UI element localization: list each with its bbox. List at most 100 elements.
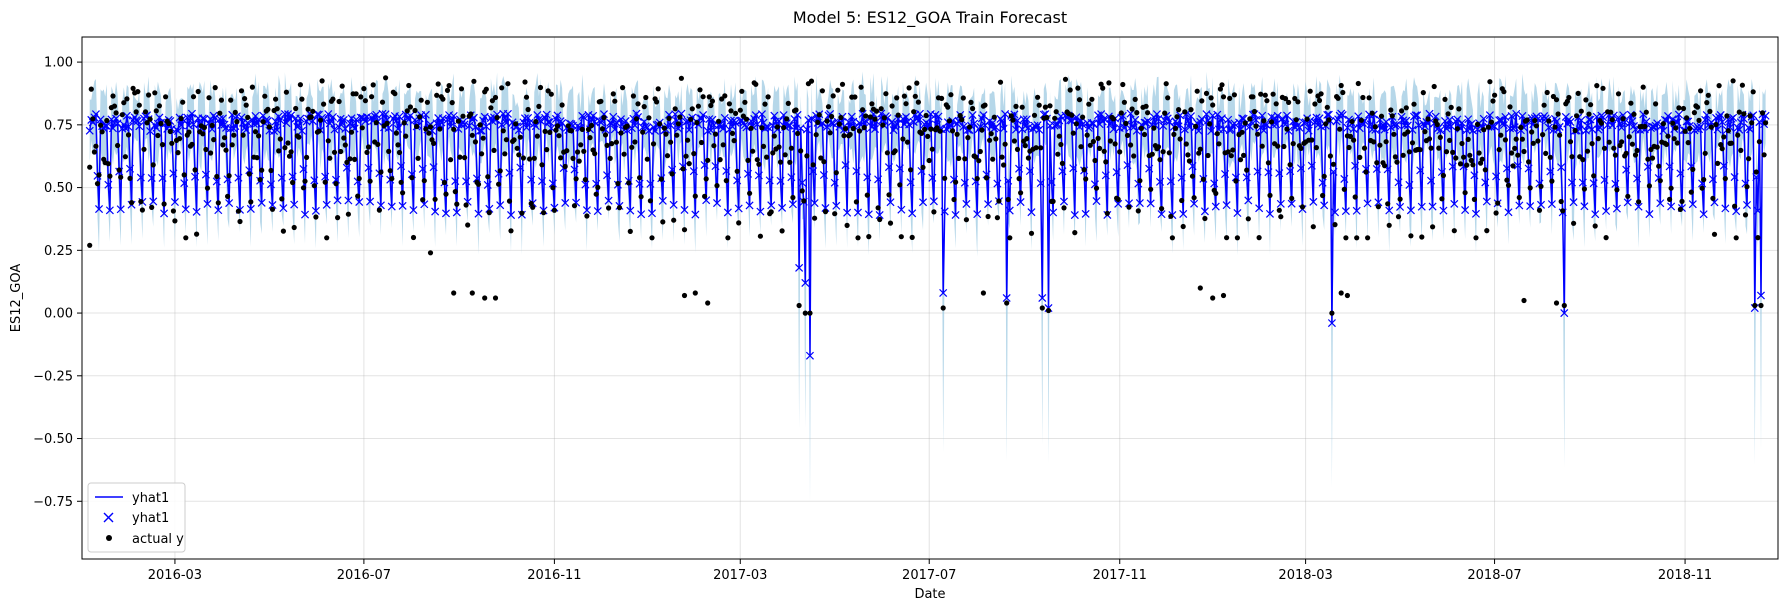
actual-y-point bbox=[522, 79, 528, 85]
yhat1-marker bbox=[658, 196, 667, 205]
actual-y-point bbox=[1671, 136, 1677, 142]
yhat1-marker bbox=[1482, 197, 1491, 206]
y-tick-label: 0.50 bbox=[44, 181, 73, 196]
actual-y-point bbox=[979, 127, 985, 133]
actual-y-point bbox=[1761, 152, 1767, 158]
yhat1-marker bbox=[751, 111, 760, 120]
actual-y-point bbox=[1013, 103, 1019, 109]
actual-y-point bbox=[1753, 169, 1759, 175]
actual-y-point bbox=[290, 179, 296, 186]
actual-y-point bbox=[1298, 145, 1304, 151]
actual-y-point bbox=[593, 191, 599, 197]
actual-y-point bbox=[1185, 152, 1191, 158]
actual-y-point bbox=[731, 138, 737, 144]
yhat1-marker bbox=[1633, 174, 1642, 183]
actual-y-point bbox=[189, 141, 195, 147]
actual-y-point bbox=[1307, 88, 1313, 94]
yhat1-marker bbox=[1642, 117, 1651, 126]
yhat1-marker bbox=[959, 122, 968, 131]
actual-y-point bbox=[1547, 154, 1553, 160]
actual-y-point bbox=[616, 205, 623, 211]
yhat1-marker bbox=[1467, 120, 1476, 129]
actual-y-point bbox=[1358, 117, 1364, 123]
actual-y-point bbox=[215, 200, 221, 206]
actual-y-point bbox=[1519, 136, 1525, 142]
actual-y-point bbox=[1488, 119, 1495, 125]
yhat1-marker bbox=[1005, 206, 1014, 215]
actual-y-point bbox=[869, 101, 875, 107]
actual-y-point bbox=[949, 128, 956, 134]
actual-y-point bbox=[506, 198, 513, 204]
yhat1-marker bbox=[951, 210, 960, 219]
actual-y-point bbox=[96, 172, 102, 178]
actual-y-point bbox=[169, 140, 175, 146]
actual-y-point bbox=[822, 209, 829, 215]
actual-y-point bbox=[832, 211, 838, 217]
yhat1-marker bbox=[795, 263, 804, 272]
actual-y-point bbox=[776, 144, 782, 150]
yhat1-marker bbox=[1273, 111, 1282, 120]
actual-y-point bbox=[1163, 81, 1169, 87]
yhat1-marker bbox=[1145, 164, 1154, 173]
actual-y-point bbox=[700, 94, 706, 100]
actual-y-point bbox=[734, 168, 740, 174]
actual-y-point bbox=[1553, 97, 1560, 103]
yhat1-marker bbox=[483, 180, 492, 189]
yhat1-marker bbox=[706, 126, 715, 135]
yhat1-marker bbox=[476, 126, 485, 135]
actual-y-point bbox=[218, 97, 224, 103]
actual-y-point bbox=[396, 149, 403, 156]
yhat1-marker bbox=[279, 204, 288, 213]
actual-y-point bbox=[1329, 310, 1335, 316]
yhat1-marker bbox=[810, 199, 819, 208]
actual-y-point bbox=[922, 126, 928, 132]
actual-y-point bbox=[1207, 121, 1213, 127]
yhat1-marker bbox=[276, 116, 285, 125]
actual-y-point bbox=[615, 180, 621, 187]
actual-y-point bbox=[1117, 149, 1123, 155]
actual-y-point bbox=[1733, 235, 1739, 241]
actual-y-point bbox=[1028, 230, 1035, 236]
actual-y-point bbox=[257, 177, 263, 183]
actual-y-point bbox=[1352, 194, 1358, 200]
yhat1-marker bbox=[734, 204, 743, 213]
actual-y-point bbox=[683, 153, 689, 159]
yhat1-marker bbox=[177, 121, 186, 130]
yhat1-marker bbox=[699, 111, 708, 120]
actual-y-point bbox=[760, 143, 767, 149]
actual-y-point bbox=[444, 87, 451, 93]
actual-y-point bbox=[664, 153, 671, 159]
actual-y-point bbox=[317, 117, 324, 123]
actual-y-point bbox=[1628, 100, 1634, 106]
yhat1-marker bbox=[1617, 123, 1626, 132]
actual-y-point bbox=[1642, 123, 1648, 130]
actual-y-point bbox=[1080, 114, 1086, 120]
actual-y-point bbox=[1188, 107, 1194, 113]
actual-y-point bbox=[152, 90, 158, 96]
actual-y-point bbox=[1575, 90, 1581, 96]
actual-y-point bbox=[1058, 141, 1064, 148]
actual-y-point bbox=[1061, 205, 1067, 211]
actual-y-point bbox=[725, 235, 731, 241]
yhat1-marker bbox=[1231, 173, 1240, 182]
actual-y-point bbox=[1428, 145, 1434, 151]
actual-y-point bbox=[1473, 235, 1479, 241]
y-axis-label: ES12_GOA bbox=[9, 264, 24, 333]
actual-y-point bbox=[918, 130, 925, 136]
yhat1-marker bbox=[1287, 199, 1296, 208]
yhat1-marker bbox=[516, 163, 525, 172]
actual-y-point bbox=[1566, 94, 1572, 101]
actual-y-point bbox=[635, 101, 641, 107]
yhat1-marker bbox=[344, 196, 353, 205]
yhat1-marker bbox=[581, 180, 590, 189]
actual-y-point bbox=[369, 94, 375, 100]
yhat1-marker bbox=[630, 121, 639, 130]
yhat1-marker bbox=[378, 109, 387, 118]
yhat1-marker bbox=[497, 120, 506, 129]
yhat1-marker bbox=[1583, 121, 1592, 130]
actual-y-point bbox=[125, 132, 132, 138]
actual-y-point bbox=[1275, 143, 1281, 149]
actual-y-point bbox=[939, 95, 945, 101]
actual-y-point bbox=[733, 110, 739, 116]
